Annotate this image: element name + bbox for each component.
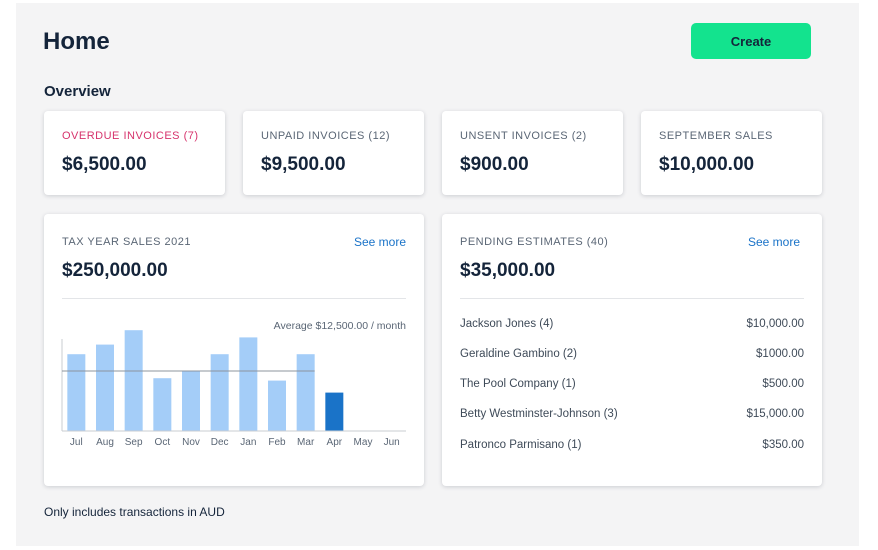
september-sales-card[interactable]: SEPTEMBER SALES $10,000.00 (641, 111, 822, 195)
tick-label-may: May (354, 437, 373, 448)
estimate-customer: Geraldine Gambino (2) (460, 348, 577, 360)
create-button[interactable]: Create (691, 23, 811, 59)
bar-feb[interactable] (268, 380, 286, 431)
estimate-customer: The Pool Company (1) (460, 378, 576, 390)
bar-jan[interactable] (239, 337, 258, 431)
tick-label-sep: Sep (125, 437, 143, 448)
bar-apr[interactable] (325, 392, 344, 431)
divider (62, 298, 406, 299)
kpi-value: $10,000.00 (659, 154, 755, 175)
tax-year-see-more-link[interactable]: See more (353, 235, 406, 249)
kpi-label: SEPTEMBER SALES (659, 130, 773, 142)
currency-footnote: Only includes transactions in AUD (44, 505, 225, 519)
estimate-amount: $15,000.00 (746, 408, 804, 420)
bar-oct[interactable] (153, 378, 172, 431)
estimates-label: PENDING ESTIMATES (40) (460, 236, 609, 248)
divider (460, 298, 804, 299)
estimate-amount: $1000.00 (756, 348, 804, 360)
average-label: Average $12,500.00 / month (273, 320, 406, 332)
kpi-label: OVERDUE INVOICES (7) (62, 130, 199, 142)
estimate-amount: $500.00 (762, 378, 804, 390)
home-page: Home Create Overview OVERDUE INVOICES (7… (16, 3, 859, 546)
bar-dec[interactable] (210, 354, 229, 431)
estimate-row[interactable]: Patronco Parmisano (1) $350.00 (460, 439, 804, 455)
estimate-customer: Patronco Parmisano (1) (460, 439, 582, 451)
estimate-row[interactable]: Betty Westminster-Johnson (3) $15,000.00 (460, 408, 804, 424)
kpi-value: $900.00 (460, 154, 529, 175)
tax-year-label: TAX YEAR SALES 2021 (62, 236, 191, 248)
estimate-customer: Jackson Jones (4) (460, 318, 554, 330)
overdue-invoices-card[interactable]: OVERDUE INVOICES (7) $6,500.00 (44, 111, 225, 195)
kpi-value: $9,500.00 (261, 154, 346, 175)
overview-heading: Overview (44, 83, 111, 100)
bar-mar[interactable] (296, 354, 315, 431)
unpaid-invoices-card[interactable]: UNPAID INVOICES (12) $9,500.00 (243, 111, 424, 195)
bar-aug[interactable] (96, 344, 114, 431)
kpi-label: UNPAID INVOICES (12) (261, 130, 390, 142)
kpi-label: UNSENT INVOICES (2) (460, 130, 587, 142)
bar-jul[interactable] (67, 354, 86, 431)
tick-label-nov: Nov (182, 437, 200, 448)
tick-label-jul: Jul (70, 437, 83, 448)
tick-label-jun: Jun (384, 437, 400, 448)
estimate-amount: $350.00 (762, 439, 804, 451)
tick-label-dec: Dec (211, 437, 229, 448)
estimates-value: $35,000.00 (460, 260, 556, 281)
estimates-see-more-link[interactable]: See more (747, 235, 800, 249)
estimate-row[interactable]: Jackson Jones (4) $10,000.00 (460, 318, 804, 334)
tick-label-feb: Feb (268, 437, 286, 448)
tick-label-mar: Mar (297, 437, 315, 448)
tick-label-jan: Jan (240, 437, 256, 448)
pending-estimates-card: PENDING ESTIMATES (40) See more $35,000.… (442, 214, 822, 486)
bar-sep[interactable] (124, 330, 143, 431)
bar-nov[interactable] (182, 371, 200, 431)
unsent-invoices-card[interactable]: UNSENT INVOICES (2) $900.00 (442, 111, 623, 195)
kpi-value: $6,500.00 (62, 154, 147, 175)
estimate-row[interactable]: The Pool Company (1) $500.00 (460, 378, 804, 394)
tax-year-value: $250,000.00 (62, 260, 168, 281)
tax-year-sales-card: TAX YEAR SALES 2021 See more $250,000.00… (44, 214, 424, 486)
estimate-customer: Betty Westminster-Johnson (3) (460, 408, 618, 420)
tick-label-aug: Aug (96, 437, 114, 448)
page-title: Home (43, 28, 110, 55)
estimate-amount: $10,000.00 (746, 318, 804, 330)
tick-label-oct: Oct (155, 437, 171, 448)
tick-label-apr: Apr (327, 437, 343, 448)
estimate-row[interactable]: Geraldine Gambino (2) $1000.00 (460, 348, 804, 364)
sales-bar-chart: Jul Aug Sep Oct Nov Dec Jan Feb Mar Apr May Jun (61, 330, 406, 448)
